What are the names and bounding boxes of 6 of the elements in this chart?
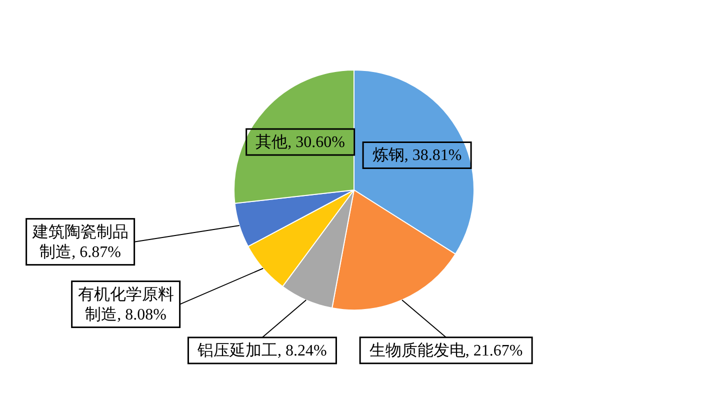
slice-label: 建筑陶瓷制品制造, 6.87% (31, 222, 128, 261)
slice-label: 生物质能发电, 21.67% (369, 341, 523, 360)
slice-label: 其他, 30.60% (256, 133, 345, 152)
slice-label: 炼钢, 38.81% (372, 147, 462, 164)
slice-label: 有机化学原料制造, 8.08% (78, 285, 174, 324)
slice-label: 铝压延加工, 8.24% (196, 341, 327, 360)
